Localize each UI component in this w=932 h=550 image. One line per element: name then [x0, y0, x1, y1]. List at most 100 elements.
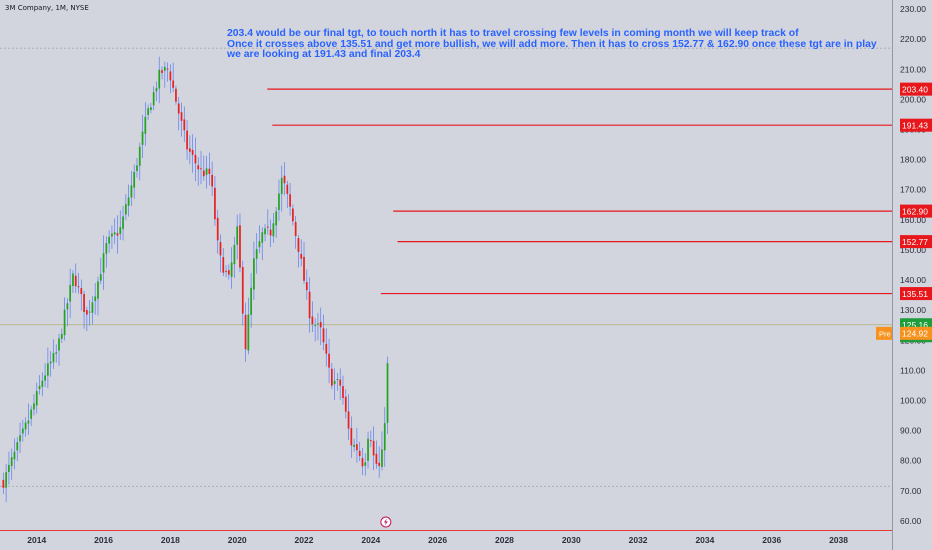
candle-body — [130, 185, 133, 198]
candle-body — [99, 274, 102, 281]
candle-body — [127, 197, 130, 206]
candle-body — [322, 328, 325, 343]
candle-body — [175, 88, 177, 102]
candle-body — [230, 262, 233, 277]
candle-body — [378, 462, 381, 467]
candle-body — [138, 146, 141, 166]
candle-body — [144, 116, 147, 134]
candle-body — [336, 379, 339, 381]
candle-body — [356, 444, 358, 451]
candle-body — [85, 310, 88, 315]
candle-body — [317, 323, 319, 325]
candle-body — [49, 361, 52, 364]
target-level-value: 203.40 — [902, 84, 928, 94]
candle-body — [367, 438, 369, 461]
text-annotation: 203.4 would be our final tgt, to touch n… — [227, 28, 887, 61]
candle-body — [119, 227, 122, 234]
candle-body — [133, 172, 136, 188]
candle-body — [194, 154, 197, 164]
candle-body — [24, 422, 27, 430]
candle-body — [158, 69, 161, 89]
target-level-value: 135.51 — [902, 289, 928, 299]
candle-body — [311, 316, 314, 325]
candle-body — [325, 343, 328, 354]
candle-body — [300, 253, 303, 259]
candle-body — [275, 211, 278, 226]
candle-body — [358, 450, 361, 457]
target-level-value: 191.43 — [902, 120, 928, 130]
candle-body — [244, 314, 247, 350]
target-level-tag — [900, 204, 932, 218]
candle-body — [292, 208, 294, 222]
candle-body — [283, 175, 286, 184]
candle-body — [227, 270, 230, 275]
candle-body — [88, 311, 91, 313]
candle-body — [308, 291, 311, 319]
x-tick-label: 2030 — [562, 535, 581, 545]
candle-body — [60, 333, 63, 339]
candle-body — [305, 282, 308, 291]
candle-body — [381, 449, 383, 467]
candle-body — [38, 385, 41, 390]
candle-body — [286, 184, 289, 194]
candle-body — [294, 222, 297, 237]
target-level-tag — [900, 287, 932, 301]
candle-body — [258, 241, 261, 248]
candle-body — [272, 223, 275, 237]
candle-body — [216, 217, 219, 241]
y-tick-label: 130.00 — [900, 305, 926, 315]
candle-body — [152, 92, 155, 106]
candle-body — [105, 243, 108, 254]
candle-body — [33, 403, 35, 410]
x-tick-label: 2032 — [629, 535, 648, 545]
y-tick-label: 170.00 — [900, 185, 926, 195]
candle-body — [266, 226, 269, 228]
pre-market-badge — [876, 326, 892, 340]
candle-body — [219, 242, 222, 256]
pre-market-tag — [900, 326, 932, 340]
candle-body — [197, 165, 200, 170]
candle-body — [278, 193, 280, 211]
candle-body — [74, 275, 77, 287]
candle-body — [13, 451, 16, 460]
candle-body — [202, 170, 205, 177]
candle-body — [52, 353, 55, 363]
y-tick-label: 150.00 — [900, 245, 926, 255]
candle-body — [80, 288, 83, 295]
candle-body — [44, 375, 46, 381]
candle-body — [319, 322, 322, 328]
annotation-line: we are looking at 191.43 and final 203.4 — [227, 49, 421, 61]
target-level-tag — [900, 235, 932, 249]
candle-body — [211, 174, 214, 187]
candle-body — [180, 112, 183, 121]
candle-body — [150, 107, 152, 110]
candle-body — [91, 302, 94, 313]
y-tick-label: 110.00 — [900, 365, 926, 375]
candle-body — [2, 479, 5, 488]
candle-body — [5, 472, 7, 488]
y-tick-label: 140.00 — [900, 275, 926, 285]
candle-body — [339, 379, 342, 386]
candles — [2, 56, 389, 503]
candle-body — [342, 386, 344, 398]
x-tick-label: 2018 — [161, 535, 180, 545]
candle-body — [205, 168, 208, 175]
candle-body — [225, 270, 227, 272]
candle-body — [186, 130, 188, 150]
candle-body — [350, 428, 353, 446]
candle-body — [35, 391, 38, 406]
y-tick-label: 90.00 — [900, 426, 922, 436]
candle-body — [239, 225, 241, 268]
candle-body — [97, 281, 99, 299]
candle-body — [364, 462, 367, 466]
candle-body — [189, 148, 191, 152]
candle-body — [250, 287, 252, 315]
candle-body — [136, 165, 138, 172]
candle-body — [200, 168, 202, 170]
x-tick-label: 2020 — [228, 535, 247, 545]
candle-body — [333, 380, 336, 385]
lightning-icon-glyph — [383, 518, 388, 526]
candle-body — [10, 457, 13, 467]
